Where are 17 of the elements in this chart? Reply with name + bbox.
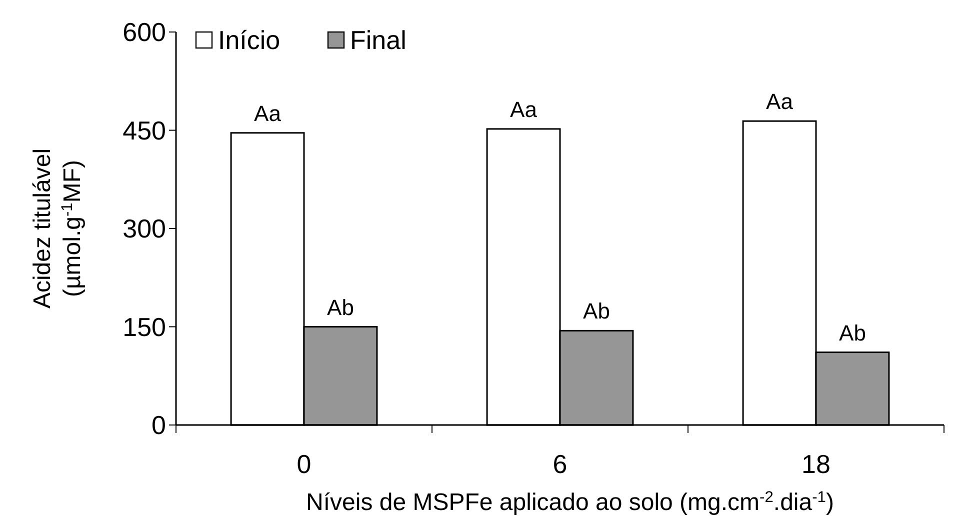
x-tick-label: 0 — [296, 449, 312, 479]
annotation: Ab — [583, 298, 610, 324]
annotation: Aa — [766, 89, 794, 114]
x-tick-label: 18 — [802, 449, 830, 479]
y-tick-label: 150 — [122, 312, 166, 342]
annotation: Aa — [510, 96, 538, 122]
y-tick-label: 0 — [152, 410, 166, 440]
y-tick-label: 300 — [122, 214, 166, 244]
annotation: Ab — [839, 320, 866, 346]
legend-label: Início — [218, 25, 280, 56]
annotation: Aa — [254, 100, 282, 126]
y-tick-label: 450 — [122, 115, 166, 146]
legend-label: Final — [350, 25, 406, 56]
y-tick-label: 600 — [122, 17, 166, 48]
x-axis-title: Níveis de MSPFe aplicado ao solo (mg.cm$^{-2}$.dia$^{-1}$) — [306, 488, 834, 516]
annotation: Ab — [327, 294, 354, 320]
x-tick-label: 6 — [552, 449, 568, 479]
